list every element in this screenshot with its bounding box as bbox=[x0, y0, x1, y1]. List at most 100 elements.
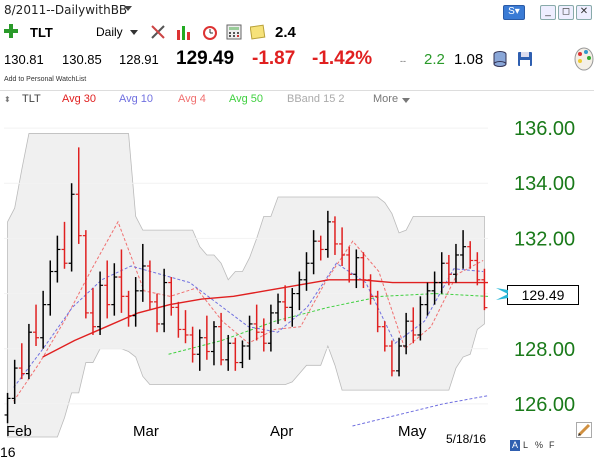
avg30-line bbox=[42, 279, 488, 358]
legend-avg4[interactable]: Avg 4 bbox=[178, 93, 206, 105]
pencil-icon[interactable] bbox=[576, 422, 592, 443]
price-bar bbox=[146, 260, 153, 311]
legend-bband[interactable]: BBand 15 2 bbox=[287, 93, 345, 105]
calculator-icon[interactable] bbox=[226, 24, 242, 45]
quote-last: 129.49 bbox=[176, 48, 235, 69]
moving-averages bbox=[13, 220, 489, 427]
price-bar bbox=[154, 293, 161, 333]
period-select[interactable]: Daily bbox=[96, 25, 123, 39]
alert-icon[interactable]: A bbox=[510, 440, 520, 451]
price-bar bbox=[132, 277, 139, 327]
y-tick-label: 136.00 bbox=[514, 118, 575, 140]
price-bar bbox=[111, 263, 118, 316]
price-bar bbox=[182, 310, 189, 344]
price-bar bbox=[68, 183, 75, 272]
price-bar bbox=[438, 252, 445, 294]
symbol-field[interactable]: TLT bbox=[30, 25, 53, 40]
price-bar bbox=[367, 274, 374, 305]
move-handle-icon[interactable]: ⬍ bbox=[4, 95, 11, 104]
price-bar bbox=[360, 252, 367, 289]
alarm-clock-icon[interactable] bbox=[202, 24, 218, 45]
minimize-icon[interactable]: _ bbox=[540, 5, 556, 20]
price-bar bbox=[89, 288, 96, 335]
price-bar bbox=[18, 343, 25, 380]
s-menu-icon[interactable]: S▾ bbox=[503, 5, 525, 20]
log-scale-icon[interactable]: L bbox=[523, 440, 529, 450]
chevron-down-icon[interactable] bbox=[130, 30, 138, 35]
price-bar bbox=[210, 321, 217, 366]
price-bar bbox=[424, 282, 431, 316]
price-bar bbox=[253, 304, 260, 341]
avg10-line bbox=[13, 262, 484, 388]
fit-scale-icon[interactable]: F bbox=[549, 440, 555, 450]
price-bar bbox=[303, 252, 310, 291]
quote-dash: -- bbox=[400, 56, 406, 66]
tools-icon[interactable] bbox=[150, 24, 166, 45]
price-bar bbox=[388, 340, 395, 377]
price-bar bbox=[47, 260, 54, 316]
x-axis: Feb Mar Apr May bbox=[6, 423, 427, 440]
quote-ratio2: 1.08 bbox=[454, 51, 484, 68]
price-bar bbox=[232, 337, 239, 371]
year-label: 16 bbox=[0, 444, 16, 460]
close-icon[interactable]: ✕ bbox=[576, 5, 592, 20]
price-bar bbox=[267, 304, 274, 352]
add-watchlist-link[interactable]: Add to Personal WatchList bbox=[4, 76, 87, 83]
palette-icon[interactable] bbox=[574, 46, 594, 77]
plus-icon[interactable] bbox=[4, 24, 18, 38]
price-bar bbox=[452, 243, 459, 283]
restore-icon[interactable]: ◻ bbox=[558, 5, 574, 20]
price-bar bbox=[189, 326, 196, 363]
price-bar bbox=[75, 147, 82, 244]
price-marker-icon bbox=[496, 286, 508, 307]
price-bar bbox=[97, 271, 104, 335]
quote-change-pct: -1.42% bbox=[312, 48, 373, 69]
bollinger-band-area bbox=[7, 133, 485, 438]
price-bar bbox=[460, 230, 467, 269]
save-icon[interactable] bbox=[517, 51, 533, 72]
bar-chart-icon[interactable] bbox=[176, 24, 192, 45]
window-title[interactable]: 8/2011--DailywithBB bbox=[4, 3, 128, 17]
price-bar bbox=[317, 235, 324, 261]
price-bar bbox=[203, 315, 210, 360]
quote-ratio1: 2.2 bbox=[424, 51, 445, 68]
y-tick-label: 132.00 bbox=[514, 228, 575, 250]
y-tick-label: 128.00 bbox=[514, 339, 575, 361]
price-bar bbox=[161, 268, 168, 333]
title-bar: 8/2011--DailywithBB S▾ _ ◻ ✕ bbox=[0, 0, 594, 22]
price-bar bbox=[339, 227, 346, 266]
price-bar bbox=[11, 359, 18, 404]
note-icon[interactable] bbox=[249, 24, 266, 45]
x-tick-label: May bbox=[398, 423, 427, 440]
legend-avg10[interactable]: Avg 10 bbox=[119, 93, 154, 105]
quote-change: -1.87 bbox=[252, 48, 296, 69]
price-bar bbox=[218, 312, 225, 366]
price-bar bbox=[310, 230, 317, 275]
price-bar bbox=[331, 216, 338, 255]
legend-more[interactable]: More bbox=[373, 93, 399, 105]
quote-open: 130.81 bbox=[4, 52, 44, 67]
chevron-down-icon[interactable] bbox=[124, 6, 132, 11]
indicator-legend bbox=[0, 90, 594, 107]
price-bar bbox=[196, 329, 203, 371]
price-bar bbox=[33, 304, 40, 346]
legend-symbol[interactable]: TLT bbox=[22, 93, 41, 105]
quote-low: 128.91 bbox=[119, 52, 159, 67]
price-bar bbox=[260, 318, 267, 352]
price-bar bbox=[61, 221, 68, 269]
price-bar bbox=[381, 321, 388, 352]
price-bar bbox=[54, 235, 61, 283]
price-bar bbox=[246, 315, 253, 360]
price-bar bbox=[25, 323, 32, 380]
percent-scale-icon[interactable]: % bbox=[535, 440, 544, 450]
cylinder-icon[interactable] bbox=[493, 51, 507, 72]
price-bar bbox=[474, 252, 481, 286]
price-bar bbox=[125, 290, 132, 327]
price-bar bbox=[481, 268, 488, 311]
price-bar bbox=[175, 301, 182, 338]
chevron-down-icon[interactable] bbox=[402, 98, 410, 103]
legend-avg50[interactable]: Avg 50 bbox=[229, 93, 264, 105]
toolbar: TLT Daily 2.4 bbox=[0, 22, 594, 44]
legend-avg30[interactable]: Avg 30 bbox=[62, 93, 97, 105]
